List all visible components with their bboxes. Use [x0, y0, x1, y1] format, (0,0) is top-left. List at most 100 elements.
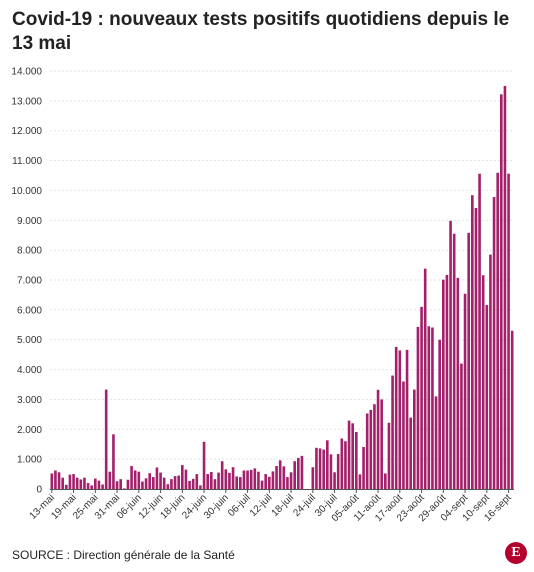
y-axis-tick-labels: 0 1.000 2.000 3.000 4.000 5.000 6.000 7.000 8.00… — [11, 67, 42, 496]
bar — [133, 470, 137, 489]
bars — [50, 85, 514, 490]
bar — [260, 480, 264, 489]
bar — [224, 469, 228, 489]
bar — [427, 326, 431, 489]
bar — [300, 455, 304, 489]
bar — [94, 478, 97, 489]
x-axis-tick-labels: 13-mai19-mai25-mai31-mai06-juin12-juin18… — [28, 492, 514, 524]
bar — [492, 197, 496, 489]
y-tick-label: 9.000 — [17, 216, 42, 227]
bar — [228, 472, 231, 489]
bar — [199, 485, 202, 489]
bar — [184, 469, 188, 489]
bar — [115, 481, 119, 489]
bar — [144, 478, 148, 489]
bar — [467, 232, 470, 489]
y-tick-label: 2.000 — [17, 425, 42, 436]
bar — [83, 477, 86, 489]
bar — [90, 485, 93, 489]
bar — [405, 349, 409, 489]
bar — [333, 472, 336, 489]
bar — [394, 346, 398, 489]
bar — [311, 467, 315, 489]
bar — [253, 468, 257, 489]
y-tick-label: 14.000 — [11, 67, 42, 78]
bar — [369, 409, 373, 489]
bar — [413, 389, 416, 489]
bar — [507, 173, 510, 489]
x-tick-label: 12-juil — [248, 492, 275, 519]
bar — [217, 472, 220, 489]
bar — [75, 477, 79, 489]
bar — [318, 448, 322, 489]
bar — [463, 293, 467, 489]
bar — [384, 473, 387, 489]
bar — [54, 470, 57, 489]
bar — [170, 479, 173, 489]
bar — [449, 220, 452, 489]
bar — [445, 274, 449, 489]
bar — [376, 389, 380, 489]
y-tick-label: 5.000 — [17, 335, 42, 346]
bar — [474, 208, 478, 490]
bar — [398, 350, 402, 489]
bar — [434, 396, 438, 489]
bar — [420, 306, 423, 489]
bar — [423, 268, 427, 489]
bar — [264, 474, 267, 489]
bar — [202, 441, 206, 489]
bar — [289, 472, 293, 489]
bar — [503, 85, 507, 490]
bar — [155, 467, 159, 489]
bar — [431, 327, 434, 489]
bar — [181, 465, 184, 489]
bar — [456, 277, 460, 489]
bar — [351, 423, 354, 489]
bar — [402, 381, 405, 489]
bar — [177, 475, 180, 489]
bar — [496, 172, 499, 489]
bar — [347, 420, 351, 489]
bar — [249, 469, 253, 489]
bar — [65, 484, 68, 489]
bar — [137, 471, 141, 489]
bar — [380, 399, 383, 489]
bar — [166, 484, 170, 489]
bar — [362, 446, 365, 489]
bar — [510, 330, 514, 489]
bar — [210, 471, 213, 489]
bar — [195, 474, 199, 489]
bar — [409, 417, 412, 489]
bar — [130, 466, 133, 489]
bar — [293, 461, 296, 489]
bar — [242, 470, 246, 489]
bar — [123, 488, 126, 489]
gridlines — [50, 70, 514, 460]
y-tick-label: 1.000 — [17, 455, 42, 466]
bar — [188, 480, 191, 489]
bar — [239, 477, 242, 489]
bar — [391, 375, 394, 489]
bar — [68, 474, 72, 489]
bar — [119, 479, 122, 489]
chart-title: Covid-19 : nouveaux tests positifs quoti… — [12, 9, 510, 54]
y-tick-label: 3.000 — [17, 395, 42, 406]
bar — [152, 477, 155, 489]
bar — [278, 460, 282, 489]
bar — [471, 195, 474, 489]
bar — [72, 474, 75, 489]
bar — [79, 479, 83, 489]
bar — [326, 440, 329, 489]
bar — [275, 466, 278, 489]
bar — [438, 339, 441, 489]
brand-logo: E — [505, 542, 527, 564]
bar — [344, 441, 347, 489]
bar — [141, 481, 144, 489]
bar — [460, 363, 463, 489]
bar — [489, 254, 492, 489]
bar — [365, 413, 369, 489]
bar — [108, 471, 112, 489]
bar — [104, 389, 108, 489]
x-tick-label: 18-juil — [270, 492, 297, 519]
